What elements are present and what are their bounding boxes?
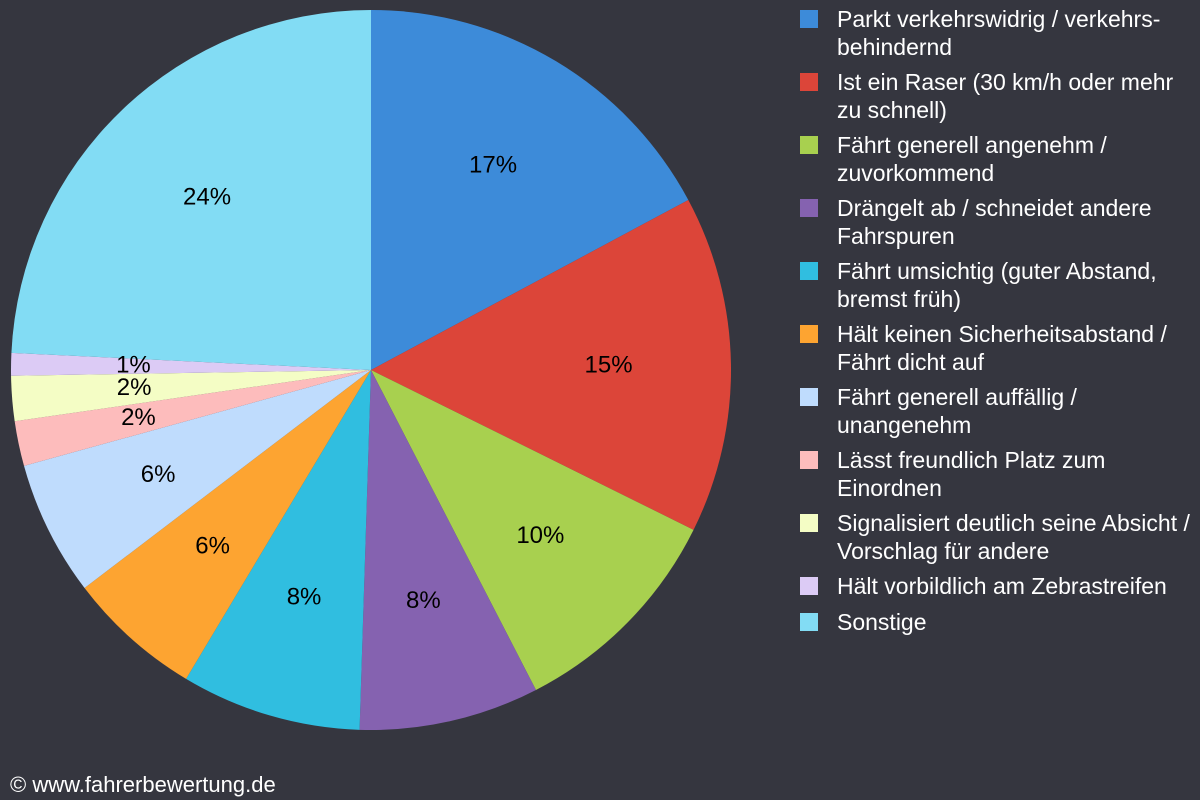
legend-label: Hält keinen Sicherheitsabstand / Fährt d… xyxy=(837,321,1167,375)
legend-item: Signalisiert deutlich seine Absicht / Vo… xyxy=(800,510,1195,565)
legend-item: Ist ein Raser (30 km/h oder mehr zu schn… xyxy=(800,69,1195,124)
pie-slice xyxy=(186,370,371,730)
slice-label: 15% xyxy=(585,352,633,379)
legend-label: Hält vorbildlich am Zebrastreifen xyxy=(837,573,1167,599)
slice-label: 6% xyxy=(141,461,176,488)
legend-swatch xyxy=(800,199,818,217)
slice-label: 24% xyxy=(183,183,231,210)
pie-slice xyxy=(11,370,371,422)
legend-label: Parkt verkehrswidrig / verkehrs-behinder… xyxy=(837,6,1161,60)
slice-label: 1% xyxy=(116,352,151,379)
legend-swatch xyxy=(800,388,818,406)
legend-label: Ist ein Raser (30 km/h oder mehr zu schn… xyxy=(837,69,1174,123)
legend-label: Lässt freundlich Platz zum Einordnen xyxy=(837,447,1106,501)
legend-label: Fährt umsichtig (guter Abstand, bremst f… xyxy=(837,258,1157,312)
footer: © www.fahrerbewertung.de xyxy=(10,772,276,797)
legend-item: Fährt umsichtig (guter Abstand, bremst f… xyxy=(800,258,1195,313)
slice-label: 8% xyxy=(287,583,322,610)
legend-item: Hält keinen Sicherheitsabstand / Fährt d… xyxy=(800,321,1195,376)
legend-label: Drängelt ab / schneidet andere Fahrspure… xyxy=(837,195,1152,249)
pie-slice xyxy=(371,10,689,370)
legend-item: Fährt generell angenehm / zuvorkommend xyxy=(800,132,1195,187)
legend-item: Drängelt ab / schneidet andere Fahrspure… xyxy=(800,195,1195,250)
legend-swatch xyxy=(800,73,818,91)
pie-slice xyxy=(371,370,694,690)
pie-slice xyxy=(359,370,536,730)
legend-swatch xyxy=(800,136,818,154)
pie-slice xyxy=(371,199,731,530)
pie-slice xyxy=(24,370,372,589)
legend-label: Sonstige xyxy=(837,608,927,635)
slice-label: 6% xyxy=(195,532,230,559)
legend-item: Lässt freundlich Platz zum Einordnen xyxy=(800,447,1195,502)
pie-slice xyxy=(10,352,371,376)
slice-label: 2% xyxy=(121,404,156,431)
legend-item: Fährt generell auffällig / unangenehm xyxy=(800,384,1195,439)
legend-swatch xyxy=(800,262,818,280)
pie-slice xyxy=(14,370,372,466)
legend-swatch xyxy=(800,451,818,469)
legend: Parkt verkehrswidrig / verkehrs-behinder… xyxy=(800,6,1195,636)
legend-item: Sonstige xyxy=(800,609,1195,637)
legend-label: Fährt generell angenehm / zuvorkommend xyxy=(837,132,1107,186)
legend-item: Parkt verkehrswidrig / verkehrs-behinder… xyxy=(800,6,1195,61)
legend-swatch xyxy=(800,577,818,595)
legend-label: Fährt generell auffällig / unangenehm xyxy=(837,384,1077,438)
slice-label: 10% xyxy=(516,522,564,549)
legend-swatch xyxy=(800,10,818,28)
legend-swatch xyxy=(800,612,818,631)
legend-swatch xyxy=(800,514,818,532)
pie-slice xyxy=(11,10,372,370)
slice-label: 17% xyxy=(469,151,517,178)
slice-label: 2% xyxy=(117,374,152,401)
pie-slice xyxy=(84,370,372,679)
slice-label: 8% xyxy=(406,587,441,614)
legend-label: Signalisiert deutlich seine Absicht / Vo… xyxy=(837,510,1190,564)
legend-item: Hält vorbildlich am Zebrastreifen xyxy=(800,573,1195,601)
legend-swatch xyxy=(800,325,818,343)
